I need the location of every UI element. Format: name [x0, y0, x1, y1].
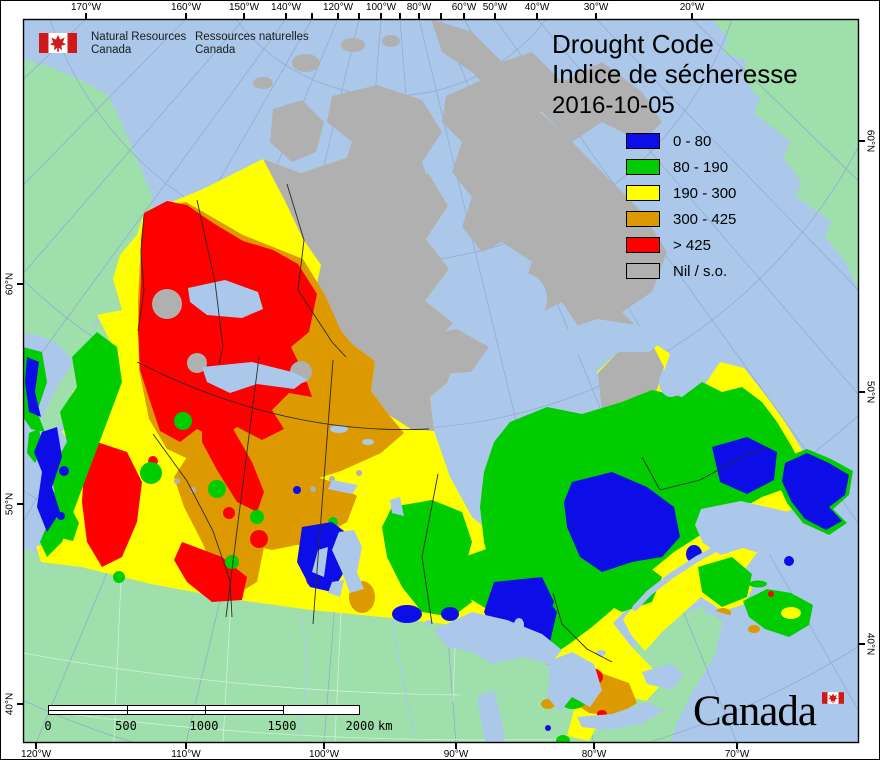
- top-axis-label: 40°W: [524, 2, 550, 13]
- right-axis-tick: [859, 391, 865, 393]
- legend-label: > 425: [673, 237, 711, 254]
- top-axis-tick: [536, 13, 538, 19]
- top-axis-label: 140°W: [270, 2, 302, 13]
- bottom-axis-label: 70°W: [724, 749, 750, 760]
- left-axis-tick: [17, 503, 23, 505]
- top-axis-label: 60°W: [451, 2, 477, 13]
- top-axis-tick: [337, 13, 339, 19]
- top-axis-tick: [358, 13, 360, 19]
- map-title-block: Drought Code Indice de sécheresse 2016-1…: [552, 29, 798, 121]
- legend-swatch-green: [626, 159, 660, 175]
- right-axis-tick: [859, 140, 865, 142]
- canada-flag-icon: [822, 692, 844, 704]
- bottom-axis-tick: [185, 743, 187, 749]
- logo-en-line1: Natural Resources: [91, 31, 187, 43]
- map-title-en: Drought Code: [552, 29, 714, 59]
- top-axis-label: 150°W: [228, 2, 260, 13]
- legend-label: 80 - 190: [673, 159, 729, 176]
- scale-bar-tick-label: 1500: [267, 719, 297, 733]
- right-axis-label: 50°N: [864, 380, 876, 404]
- province-borders: [136, 183, 769, 663]
- scale-bar-midline: [49, 710, 283, 711]
- top-axis-label: 160°W: [170, 2, 202, 13]
- legend-swatch-yellow: [626, 185, 660, 201]
- right-axis-tick: [859, 643, 865, 645]
- legend-swatch-blue: [626, 133, 660, 149]
- top-axis-label: 100°W: [365, 2, 397, 13]
- bottom-axis-label: 80°W: [581, 749, 607, 760]
- scale-bar-unit: km: [378, 719, 393, 733]
- top-axis-tick: [243, 13, 245, 19]
- bottom-axis-label: 120°W: [20, 749, 52, 760]
- legend-label: 190 - 300: [673, 185, 737, 202]
- logo-fr-line2: Canada: [195, 44, 236, 56]
- logo-en-line2: Canada: [91, 44, 132, 56]
- top-axis-tick: [85, 13, 87, 19]
- top-axis-label: 30°W: [583, 2, 609, 13]
- legend-swatch-nil: [626, 263, 660, 279]
- scale-bar-tick-label: 1000: [189, 719, 219, 733]
- logo-text-french: Ressources naturelles Canada: [195, 31, 309, 57]
- bottom-axis-tick: [593, 743, 595, 749]
- left-axis-tick: [17, 703, 23, 705]
- top-axis-tick: [380, 13, 382, 19]
- top-axis-label: 170°W: [70, 2, 102, 13]
- top-axis-tick: [399, 13, 401, 19]
- left-axis-label: 60°N: [4, 272, 16, 296]
- legend-label: 300 - 425: [673, 211, 737, 228]
- bottom-axis-tick: [455, 743, 457, 749]
- scale-bar-graphic: [48, 705, 360, 715]
- scale-bar-tick-label: 0: [44, 719, 52, 733]
- legend-label: Nil / s.o.: [673, 263, 728, 280]
- top-axis-tick: [463, 13, 465, 19]
- top-axis-label: 20°W: [679, 2, 705, 13]
- bottom-axis-label: 100°W: [308, 749, 340, 760]
- top-axis-tick: [595, 13, 597, 19]
- legend-swatch-red: [626, 237, 660, 253]
- bottom-axis-tick: [323, 743, 325, 749]
- left-axis-tick: [17, 283, 23, 285]
- top-axis-label: 50°W: [482, 2, 508, 13]
- legend-label: 0 - 80: [673, 133, 712, 150]
- scale-bar-tick-label: 500: [115, 719, 137, 733]
- bottom-axis-label: 110°W: [171, 749, 201, 760]
- nil-regions: [253, 19, 667, 460]
- top-axis-tick: [691, 13, 693, 19]
- lakes: [188, 273, 803, 743]
- map-frame: [22, 18, 860, 744]
- top-axis-tick: [285, 13, 287, 19]
- scale-bar-divider: [283, 706, 284, 714]
- canada-flag-icon: [39, 33, 77, 53]
- top-axis-label: 80°W: [406, 2, 432, 13]
- logo-fr-line1: Ressources naturelles: [195, 31, 309, 43]
- wordmark-text: Canada: [693, 688, 817, 735]
- top-axis-tick: [311, 13, 313, 19]
- top-axis-tick: [494, 13, 496, 19]
- canada-wordmark: Canada: [693, 687, 844, 736]
- left-axis-label: 50°N: [4, 492, 16, 516]
- logo-text-english: Natural Resources Canada: [91, 31, 186, 57]
- right-axis-label: 60°N: [864, 129, 876, 153]
- scale-bar-tick-label: 2000: [345, 719, 375, 733]
- top-axis-tick: [185, 13, 187, 19]
- left-axis-label: 40°N: [4, 692, 16, 716]
- bottom-axis-tick: [35, 743, 37, 749]
- bottom-axis-tick: [736, 743, 738, 749]
- top-axis-tick: [418, 13, 420, 19]
- map-title-fr: Indice de sécheresse: [552, 59, 798, 89]
- top-axis-label: 120°W: [322, 2, 354, 13]
- map-date: 2016-10-05: [552, 92, 675, 119]
- right-axis-label: 40°N: [864, 632, 876, 656]
- top-axis-tick: [440, 13, 442, 19]
- bottom-axis-label: 90°W: [443, 749, 469, 760]
- legend-swatch-orange: [626, 211, 660, 227]
